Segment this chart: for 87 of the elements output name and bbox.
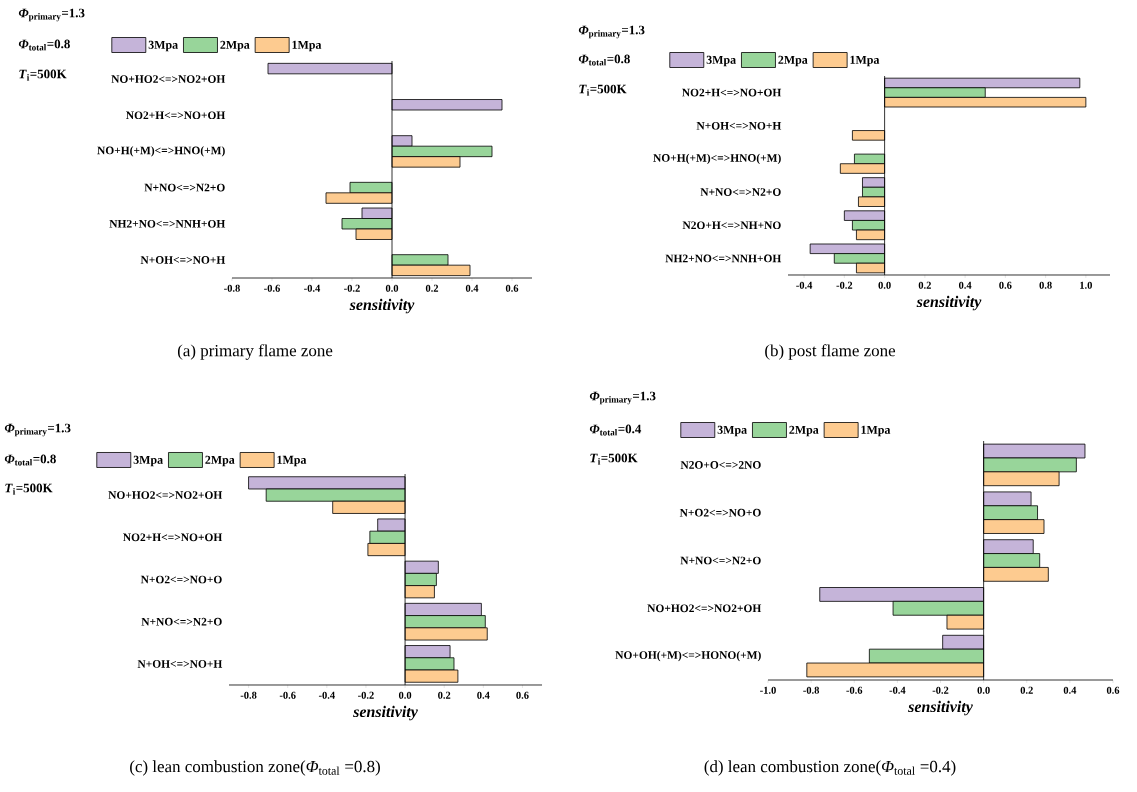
x-tick-label: -0.2 bbox=[344, 284, 360, 292]
x-tick-label: 0.4 bbox=[1063, 686, 1077, 694]
legend-label: 1Mpa bbox=[292, 40, 322, 52]
x-tick-label: -0.8 bbox=[803, 686, 820, 694]
legend-label: 2Mpa bbox=[205, 455, 235, 467]
x-tick-label: -1.0 bbox=[760, 686, 776, 694]
x-axis-title: sensitivity bbox=[353, 705, 418, 721]
x-axis-title: sensitivity bbox=[916, 295, 982, 311]
x-tick-label: 0.0 bbox=[398, 691, 412, 699]
x-tick-label: 0.2 bbox=[438, 691, 451, 699]
y-tick-label: NO2+H<=>NO+OH bbox=[682, 88, 782, 97]
y-tick-label: NO+H(+M)<=>HNO(+M) bbox=[97, 146, 225, 157]
text: Φ$_{primary}$=1.3 bbox=[18, 8, 85, 22]
text: Φ$_{total}$=0.8 bbox=[578, 54, 630, 66]
x-axis-title: sensitivity bbox=[908, 700, 973, 716]
y-tick-label: NO+HO2<=>NO2+OH bbox=[108, 491, 223, 499]
x-tick-label: 0.8 bbox=[1039, 281, 1052, 289]
x-tick-label: -0.6 bbox=[279, 691, 296, 699]
legend-label: 2Mpa bbox=[789, 425, 819, 437]
text: T$_{i}$=500K bbox=[590, 453, 638, 465]
legend-label: 1Mpa bbox=[861, 425, 891, 437]
y-tick-label: NO2+H<=>NO+OH bbox=[123, 533, 223, 542]
x-tick-label: 1.0 bbox=[1080, 281, 1092, 289]
text: Φ$_{total}$=0.4 bbox=[589, 424, 642, 436]
x-tick-label: 0.6 bbox=[1106, 686, 1120, 694]
legend-label: 1Mpa bbox=[850, 55, 880, 67]
y-tick-label: N+OH<=>NO+H bbox=[140, 256, 226, 264]
x-tick-label: 0.2 bbox=[425, 284, 439, 292]
x-tick-label: 0.6 bbox=[516, 691, 529, 699]
y-tick-label: N+NO<=>N2+O bbox=[144, 183, 225, 192]
text: T$_{i}$=500K bbox=[579, 84, 627, 96]
legend-label: 2Mpa bbox=[220, 40, 250, 52]
x-tick-label: 0.2 bbox=[918, 281, 931, 289]
y-tick-label: N+OH<=>NO+H bbox=[696, 121, 782, 130]
y-tick-label: N2O+H<=>NH+NO bbox=[682, 221, 781, 230]
y-tick-label: NH2+NO<=>NNH+OH bbox=[665, 254, 782, 263]
x-axis-title: sensitivity bbox=[349, 298, 415, 314]
legend-label: 3Mpa bbox=[717, 425, 747, 437]
x-tick-label: 0.0 bbox=[385, 284, 399, 292]
text: (a) primary flame zone bbox=[177, 344, 333, 360]
x-tick-label: -0.4 bbox=[304, 284, 321, 292]
text: T$_{i}$=500K bbox=[5, 483, 53, 495]
x-tick-label: -0.6 bbox=[846, 686, 863, 694]
text: Φ$_{total}$=0.8 bbox=[18, 39, 70, 51]
y-tick-label: N+O2<=>NO+O bbox=[140, 575, 222, 584]
legend-label: 1Mpa bbox=[277, 455, 307, 467]
x-tick-label: 0.4 bbox=[465, 284, 479, 292]
x-tick-label: 0.6 bbox=[999, 281, 1012, 289]
y-tick-label: NO+HO2<=>NO2+OH bbox=[111, 75, 226, 83]
x-tick-label: 0.0 bbox=[977, 686, 990, 694]
text: Φ$_{total}$=0.8 bbox=[4, 454, 56, 466]
x-tick-label: -0.4 bbox=[796, 281, 813, 289]
text: Φ$_{primary}$=1.3 bbox=[578, 25, 645, 39]
text: Φ$_{primary}$=1.3 bbox=[4, 423, 71, 437]
x-tick-label: 0.0 bbox=[878, 281, 891, 289]
y-tick-label: N+O2<=>NO+O bbox=[679, 508, 761, 517]
legend-label: 2Mpa bbox=[778, 55, 808, 67]
text: (c) lean combustion zone(Φ$_{total}$ =0.8) bbox=[130, 760, 380, 776]
y-tick-label: N+OH<=>NO+H bbox=[137, 660, 223, 668]
y-tick-label: NO2+H<=>NO+OH bbox=[126, 111, 226, 120]
x-tick-label: -0.4 bbox=[318, 691, 335, 699]
text: (d) lean combustion zone(Φ$_{total}$ =0.4) bbox=[704, 760, 956, 776]
x-tick-label: -0.2 bbox=[358, 691, 374, 699]
y-tick-label: NO+OH(+M)<=>HONO(+M) bbox=[615, 650, 761, 662]
x-tick-label: 0.4 bbox=[477, 691, 490, 699]
text: (b) post flame zone bbox=[765, 344, 896, 360]
y-tick-label: NH2+NO<=>NNH+OH bbox=[109, 219, 226, 228]
x-tick-label: -0.2 bbox=[932, 686, 949, 694]
y-tick-label: NO+HO2<=>NO2+OH bbox=[647, 604, 762, 613]
x-tick-label: 0.4 bbox=[958, 281, 972, 289]
legend-label: 3Mpa bbox=[706, 55, 736, 67]
x-tick-label: 0.6 bbox=[505, 284, 519, 292]
y-tick-label: NO+H(+M)<=>HNO(+M) bbox=[653, 153, 781, 165]
y-tick-label: N2O+O<=>2NO bbox=[680, 461, 761, 469]
x-tick-label: -0.8 bbox=[240, 691, 257, 699]
text: T$_{i}$=500K bbox=[19, 69, 67, 81]
x-tick-label: -0.8 bbox=[224, 284, 240, 292]
x-tick-label: 0.2 bbox=[1020, 686, 1033, 694]
x-tick-label: -0.6 bbox=[264, 284, 280, 292]
x-tick-label: -0.4 bbox=[889, 686, 906, 694]
x-tick-label: -0.2 bbox=[836, 281, 853, 289]
y-tick-label: N+NO<=>N2+O bbox=[680, 556, 761, 565]
y-tick-label: N+NO<=>N2+O bbox=[700, 188, 781, 196]
legend-label: 3Mpa bbox=[148, 40, 178, 52]
y-tick-label: N+NO<=>N2+O bbox=[141, 617, 222, 626]
text: Φ$_{primary}$=1.3 bbox=[589, 391, 656, 405]
legend-label: 3Mpa bbox=[133, 455, 163, 467]
